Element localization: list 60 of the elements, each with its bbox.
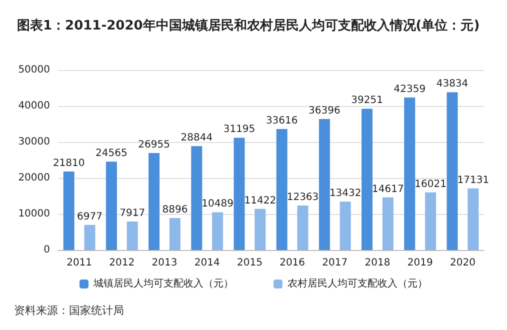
- y-tick-label: 10000: [18, 208, 50, 220]
- bar: [297, 205, 308, 250]
- bar: [126, 222, 138, 250]
- bar: [169, 218, 180, 250]
- data-label: 13432: [329, 188, 362, 200]
- data-label: 6977: [77, 211, 102, 222]
- bar: [362, 108, 373, 250]
- y-tick-label: 50000: [18, 64, 50, 76]
- bar: [318, 118, 330, 250]
- x-tick-label: 2015: [236, 258, 262, 268]
- y-tick-label: 30000: [18, 136, 50, 148]
- bar: [63, 171, 74, 250]
- x-tick-label: 2020: [450, 258, 476, 268]
- data-label: 24565: [96, 148, 128, 160]
- data-label: 31195: [223, 124, 256, 136]
- x-tick-label: 2012: [109, 258, 135, 268]
- x-tick-label: 2013: [152, 258, 178, 268]
- data-label: 26955: [138, 139, 170, 150]
- legend-label: 城镇居民人均可支配收入（元）: [92, 278, 234, 290]
- data-label: 7917: [120, 208, 146, 219]
- data-label: 8896: [162, 204, 188, 216]
- bar: [212, 212, 224, 250]
- y-tick-label: 0: [44, 244, 50, 256]
- y-tick-label: 40000: [18, 100, 50, 112]
- data-label: 39251: [351, 95, 383, 106]
- data-label: 43834: [436, 78, 468, 90]
- bar: [84, 224, 96, 250]
- data-label: 14617: [372, 184, 404, 195]
- data-label: 10489: [202, 198, 234, 210]
- bar: [106, 162, 117, 250]
- bar: [425, 192, 436, 250]
- bar: [340, 202, 351, 250]
- bar: [382, 197, 394, 250]
- bar: [404, 98, 416, 250]
- bar: [446, 92, 458, 250]
- data-label: 36396: [308, 105, 340, 116]
- data-label: 21810: [52, 158, 85, 169]
- bar: [148, 152, 160, 250]
- x-tick-label: 2017: [322, 258, 348, 268]
- data-label: 33616: [266, 115, 298, 126]
- x-tick-label: 2011: [66, 258, 92, 268]
- data-label: 11422: [244, 195, 276, 206]
- data-label: 42359: [394, 84, 426, 96]
- data-label: 28844: [180, 132, 213, 144]
- legend-label: 农村居民人均可支配收入（元）: [288, 278, 428, 290]
- y-tick-label: 20000: [18, 172, 50, 184]
- x-tick-label: 2016: [280, 258, 306, 268]
- data-label: 16021: [414, 178, 446, 190]
- bar: [276, 128, 288, 250]
- bar: [191, 146, 202, 250]
- bar: [254, 208, 266, 250]
- bar: [468, 188, 479, 250]
- data-label: 12363: [286, 192, 319, 203]
- chart-title: 图表1：2011-2020年中国城镇居民和农村居民人均可支配收入情况(单位：元): [17, 18, 480, 34]
- text: 资料来源：国家统计局: [14, 304, 124, 317]
- x-tick-label: 2019: [407, 258, 433, 268]
- bar: [234, 138, 245, 250]
- x-tick-label: 2014: [194, 258, 220, 268]
- data-label: 17131: [457, 174, 490, 186]
- x-tick-label: 2018: [364, 258, 390, 268]
